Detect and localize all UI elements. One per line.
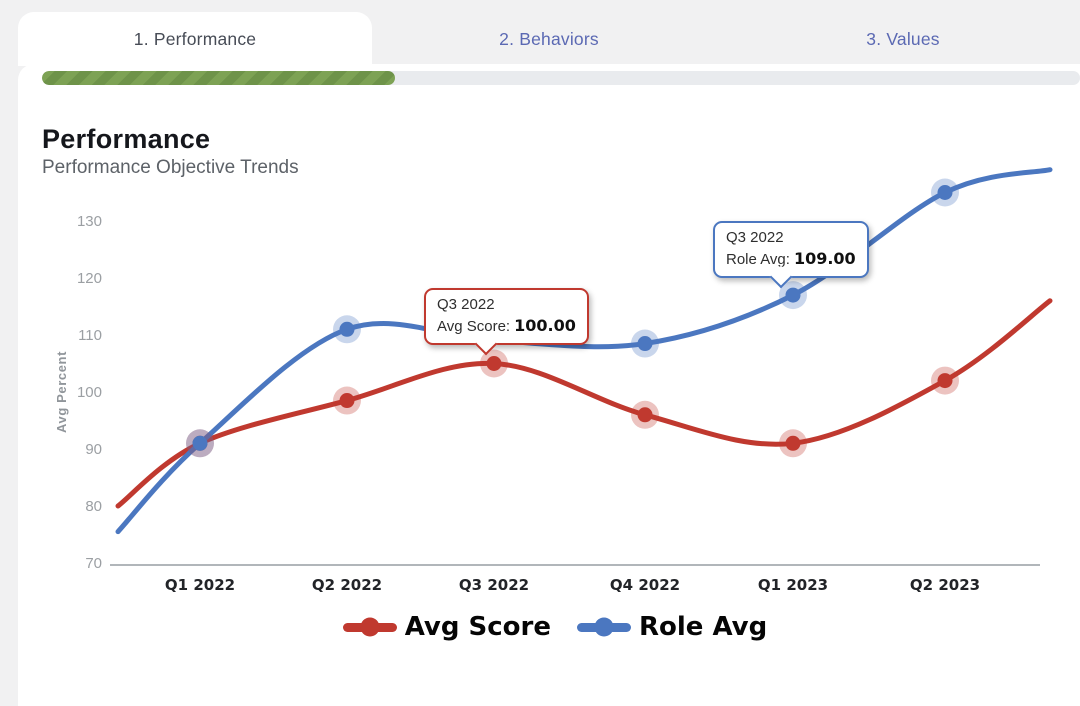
legend-label-role-avg: Role Avg <box>639 612 768 642</box>
data-point-avg-score-2[interactable] <box>486 356 502 371</box>
data-point-role-avg-4[interactable] <box>785 287 801 303</box>
series-line-avg-score <box>115 298 1053 509</box>
x-tick-label: Q3 2022 <box>459 576 529 594</box>
data-point-avg-score-4[interactable] <box>785 435 801 451</box>
x-tick-label: Q4 2022 <box>610 576 680 594</box>
tooltip-avg-score: Q3 2022 Avg Score: 100.00 <box>424 288 589 355</box>
y-axis-title: Avg Percent <box>54 351 69 433</box>
chart-legend: Avg Score Role Avg <box>0 612 1080 642</box>
tooltip-value-line: Role Avg: 109.00 <box>726 249 856 268</box>
data-point-avg-score-1[interactable] <box>339 393 355 409</box>
x-tick-label: Q1 2023 <box>758 576 828 594</box>
tooltip-role-avg: Q3 2022 Role Avg: 109.00 <box>713 221 869 288</box>
tooltip-category: Q3 2022 <box>726 229 784 246</box>
tab-behaviors[interactable]: 2. Behaviors <box>372 12 726 66</box>
tab-performance[interactable]: 1. Performance <box>18 12 372 66</box>
y-tick-label: 70 <box>85 555 102 572</box>
legend-marker-role-avg <box>577 622 631 632</box>
progress-bar <box>42 71 1080 85</box>
tab-behaviors-label: 2. Behaviors <box>499 28 599 49</box>
y-tick-label: 110 <box>78 327 102 344</box>
x-tick-label: Q1 2022 <box>165 576 235 594</box>
tab-values-label: 3. Values <box>866 28 940 49</box>
data-point-role-avg-0[interactable] <box>192 435 208 451</box>
tooltip-category: Q3 2022 <box>437 296 495 313</box>
tab-performance-label: 1. Performance <box>133 28 257 49</box>
data-point-role-avg-5[interactable] <box>937 185 953 200</box>
data-point-role-avg-1[interactable] <box>339 321 355 337</box>
tab-bar: 1. Performance 2. Behaviors 3. Values <box>0 0 1080 66</box>
page-subtitle: Performance Objective Trends <box>42 157 299 178</box>
tab-values[interactable]: 3. Values <box>726 12 1080 66</box>
x-tick-label: Q2 2023 <box>910 576 980 594</box>
page-title: Performance <box>42 124 211 154</box>
legend-marker-avg-score <box>342 622 397 632</box>
legend-item-role-avg[interactable]: Role Avg <box>577 612 767 642</box>
content-card <box>18 64 1080 706</box>
y-tick-label: 120 <box>77 270 102 287</box>
legend-label-avg-score: Avg Score <box>404 612 551 642</box>
y-tick-label: 80 <box>85 498 102 515</box>
y-tick-label: 130 <box>77 213 102 230</box>
y-tick-label: 90 <box>85 441 102 458</box>
data-point-role-avg-3[interactable] <box>637 336 653 352</box>
data-point-avg-score-5[interactable] <box>937 373 953 389</box>
data-point-avg-score-3[interactable] <box>637 407 653 423</box>
y-tick-label: 100 <box>77 384 102 401</box>
legend-item-avg-score[interactable]: Avg Score <box>342 612 551 642</box>
progress-fill <box>42 71 395 85</box>
series-line-role-avg <box>115 167 1053 535</box>
x-tick-label: Q2 2022 <box>312 576 382 594</box>
tooltip-value-line: Avg Score: 100.00 <box>437 316 576 335</box>
